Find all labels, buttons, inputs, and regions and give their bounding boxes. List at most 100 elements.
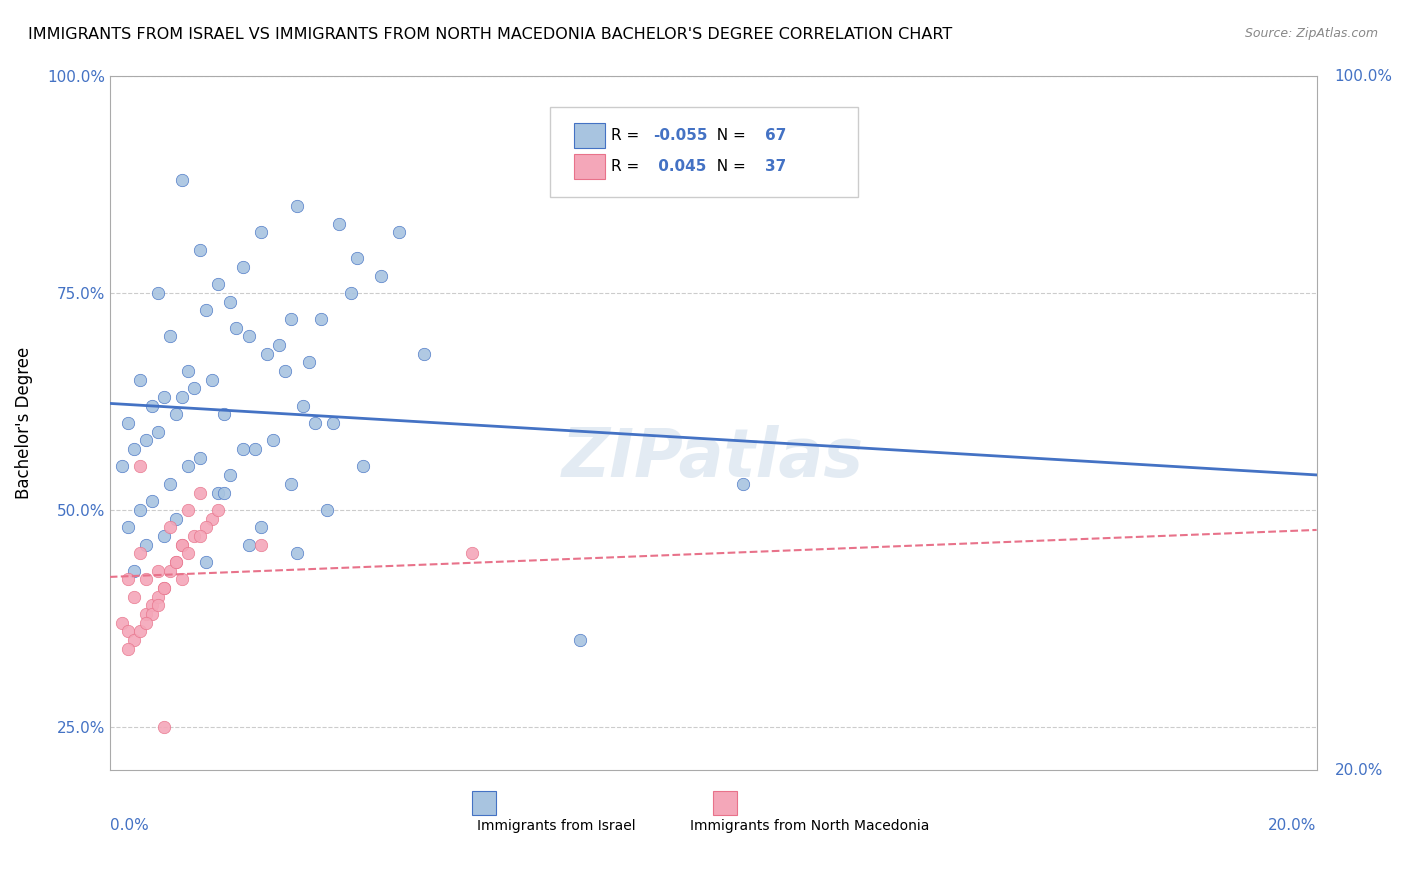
Point [207, 503, 229, 517]
Point [309, 312, 332, 326]
Point [285, 199, 308, 213]
Point [122, 564, 145, 578]
Point [146, 425, 169, 439]
Text: R =: R = [610, 128, 644, 143]
Point [135, 538, 157, 552]
Point [122, 590, 145, 604]
Text: 67: 67 [765, 128, 786, 143]
Point [111, 615, 134, 630]
Point [122, 633, 145, 648]
Point [117, 520, 139, 534]
Point [214, 485, 236, 500]
Point [135, 434, 157, 448]
Point [159, 476, 181, 491]
Point [135, 607, 157, 621]
Point [188, 529, 211, 543]
Text: N =: N = [707, 128, 751, 143]
Text: -0.055: -0.055 [652, 128, 707, 143]
Point [195, 520, 218, 534]
Point [135, 615, 157, 630]
Point [172, 538, 194, 552]
Point [346, 252, 368, 266]
Point [177, 459, 200, 474]
Point [262, 434, 284, 448]
Point [159, 520, 181, 534]
Point [238, 538, 260, 552]
Point [249, 520, 271, 534]
Point [172, 173, 194, 187]
Point [231, 442, 253, 457]
Point [177, 503, 200, 517]
FancyBboxPatch shape [550, 107, 858, 197]
Point [388, 225, 411, 239]
Point [172, 390, 194, 404]
Point [153, 720, 176, 734]
Text: Immigrants from Israel: Immigrants from Israel [477, 819, 636, 833]
Point [117, 416, 139, 430]
Point [412, 347, 434, 361]
Point [165, 555, 187, 569]
Text: 37: 37 [765, 159, 786, 174]
Point [256, 347, 278, 361]
Point [117, 641, 139, 656]
Point [195, 303, 218, 318]
Point [188, 485, 211, 500]
Point [461, 546, 484, 560]
Point [195, 555, 218, 569]
Point [146, 285, 169, 300]
Point [188, 243, 211, 257]
Point [153, 581, 176, 595]
Point [146, 590, 169, 604]
Text: Immigrants from North Macedonia: Immigrants from North Macedonia [690, 819, 929, 833]
Point [165, 408, 187, 422]
Point [231, 260, 253, 274]
Point [274, 364, 297, 378]
Point [177, 546, 200, 560]
Point [159, 329, 181, 343]
Text: IMMIGRANTS FROM ISRAEL VS IMMIGRANTS FROM NORTH MACEDONIA BACHELOR'S DEGREE CORR: IMMIGRANTS FROM ISRAEL VS IMMIGRANTS FRO… [28, 27, 952, 42]
FancyBboxPatch shape [575, 153, 605, 178]
Point [153, 529, 176, 543]
Y-axis label: Bachelor's Degree: Bachelor's Degree [15, 347, 32, 500]
Point [122, 442, 145, 457]
Point [129, 459, 152, 474]
Point [135, 572, 157, 586]
Point [291, 399, 314, 413]
Point [304, 416, 326, 430]
Point [219, 468, 242, 483]
Text: 100.0%: 100.0% [1334, 69, 1393, 84]
Point [183, 381, 205, 395]
Text: 0.045: 0.045 [652, 159, 706, 174]
Text: 0.0%: 0.0% [110, 818, 149, 833]
Point [370, 268, 392, 283]
Point [322, 416, 344, 430]
Point [117, 624, 139, 639]
Point [285, 546, 308, 560]
Point [238, 329, 260, 343]
Point [328, 217, 350, 231]
Point [733, 476, 755, 491]
Point [188, 450, 211, 465]
Point [183, 529, 205, 543]
Text: R =: R = [610, 159, 644, 174]
Point [141, 599, 163, 613]
Point [153, 390, 176, 404]
Point [243, 442, 266, 457]
Point [207, 485, 229, 500]
Point [430, 850, 453, 864]
Point [159, 564, 181, 578]
Text: Source: ZipAtlas.com: Source: ZipAtlas.com [1244, 27, 1378, 40]
Point [117, 572, 139, 586]
Point [129, 373, 152, 387]
Point [298, 355, 321, 369]
Point [569, 633, 592, 648]
Point [201, 373, 224, 387]
Point [111, 459, 134, 474]
Point [219, 294, 242, 309]
Point [177, 364, 200, 378]
Point [172, 538, 194, 552]
Point [249, 538, 271, 552]
Point [141, 399, 163, 413]
Point [267, 338, 290, 352]
Point [316, 503, 339, 517]
